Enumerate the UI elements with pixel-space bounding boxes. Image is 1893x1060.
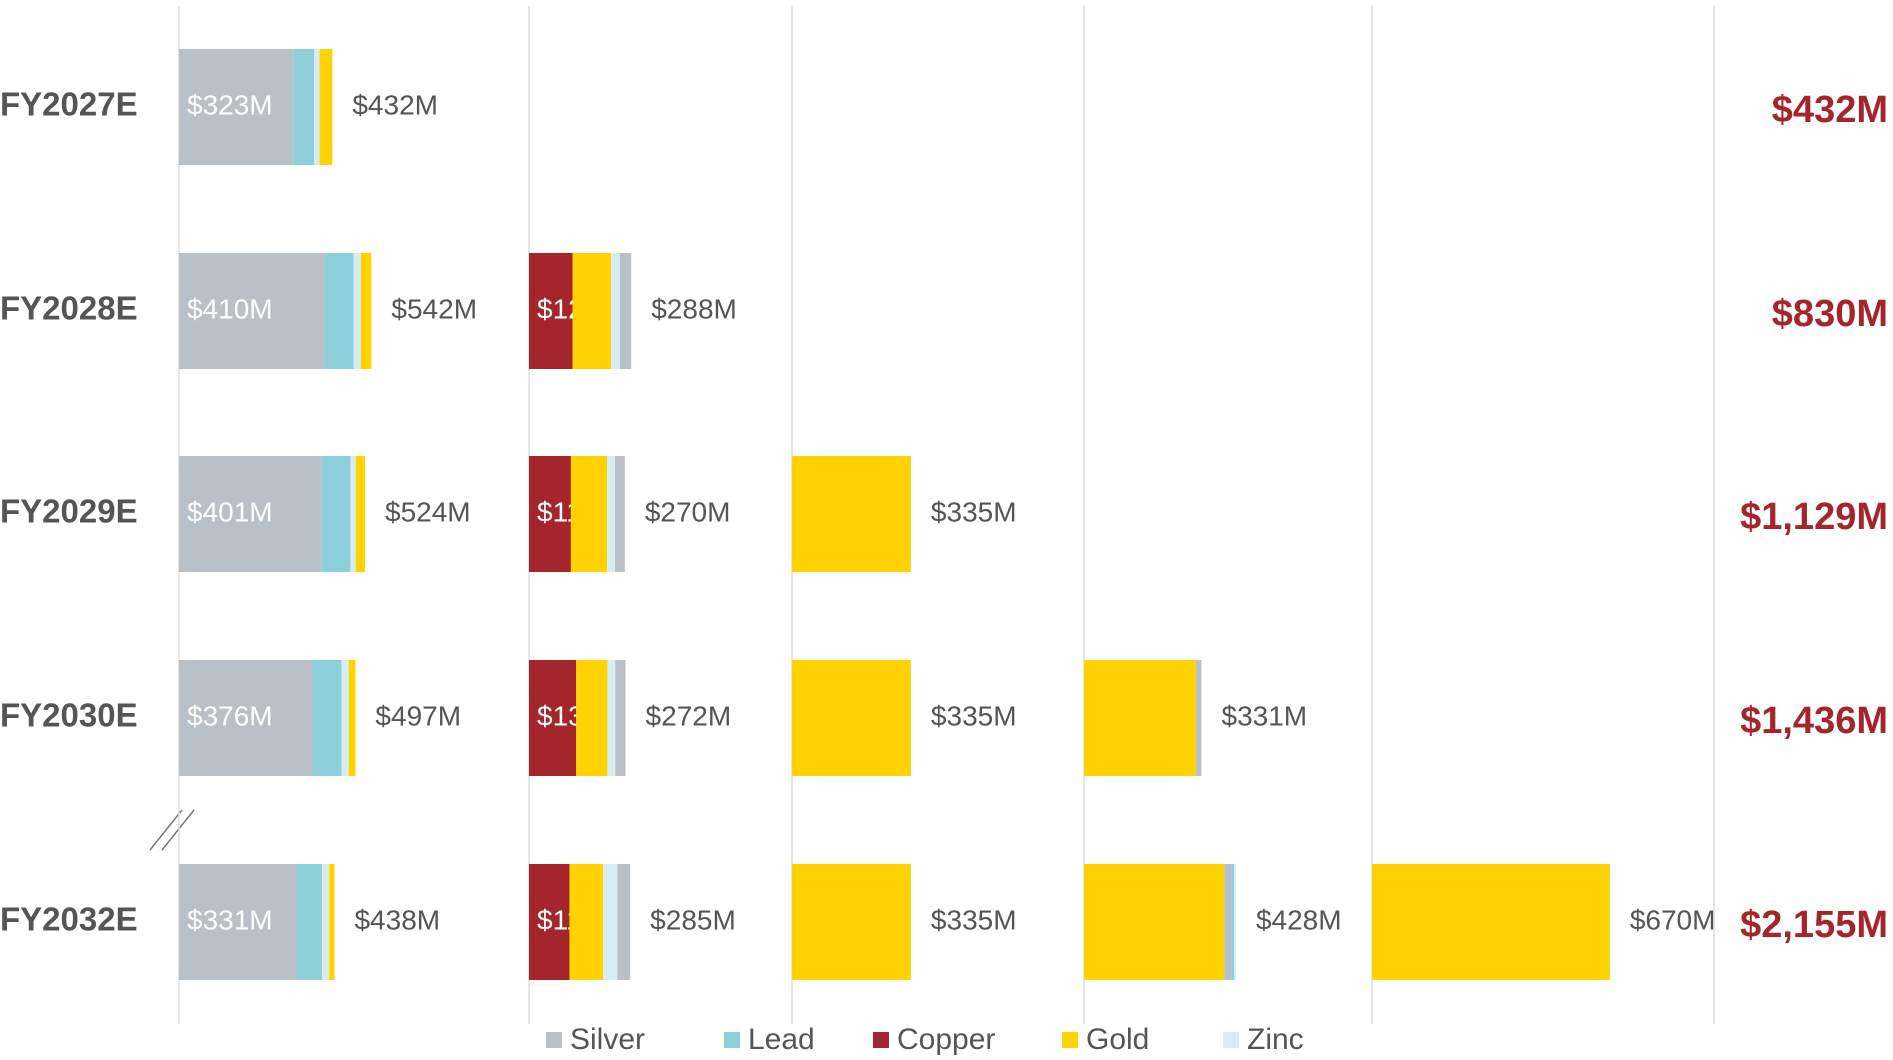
total-label: $497M — [375, 700, 461, 731]
break-line — [149, 809, 183, 851]
total-label: $288M — [651, 293, 737, 324]
bar-segment — [179, 864, 297, 980]
total-label: $331M — [1222, 700, 1308, 731]
bar-segment — [341, 660, 349, 776]
bar-segment — [1372, 864, 1610, 980]
bar-segment — [353, 253, 361, 369]
bar-segment — [319, 49, 333, 165]
total-label: $272M — [646, 700, 732, 731]
bar-segment — [179, 253, 325, 369]
total-label: $670M — [1630, 904, 1716, 935]
bar-segment — [615, 660, 626, 776]
bar-segment — [355, 456, 366, 572]
bar-segment — [329, 864, 335, 980]
total-label: $432M — [352, 89, 438, 120]
total-label: $335M — [931, 496, 1017, 527]
total-label: $335M — [931, 700, 1017, 731]
total-label: $335M — [931, 904, 1017, 935]
bar-segment — [603, 864, 618, 980]
bar-segment — [1234, 864, 1236, 980]
bar-segment — [1195, 660, 1202, 776]
segment-label: $376M — [187, 700, 273, 731]
legend-label: Gold — [1086, 1023, 1149, 1056]
segment-label: $410M — [187, 293, 273, 324]
total-label: $270M — [645, 496, 731, 527]
total-label: $438M — [354, 904, 440, 935]
bar-segment — [1084, 864, 1225, 980]
legend-swatch — [546, 1032, 562, 1048]
bar-segment — [314, 49, 320, 165]
total-label: $524M — [385, 496, 471, 527]
legend-swatch — [873, 1032, 889, 1048]
bar-segment — [293, 49, 315, 165]
grand-total: $432M — [1772, 89, 1888, 131]
bar-segment — [1084, 660, 1196, 776]
bar-segment — [576, 660, 608, 776]
total-label: $428M — [1256, 904, 1342, 935]
bar-segment — [179, 49, 294, 165]
segment-label: $401M — [187, 496, 273, 527]
legend-label: Lead — [748, 1023, 815, 1056]
bar-segment — [321, 456, 351, 572]
bar-segment — [360, 253, 372, 369]
legend-swatch — [1062, 1032, 1078, 1048]
grand-total: $1,436M — [1740, 700, 1888, 742]
grand-total: $830M — [1772, 293, 1888, 335]
bar-segment — [348, 660, 356, 776]
bar-segment — [296, 864, 323, 980]
legend-label: Silver — [570, 1023, 645, 1056]
bar-segment — [1224, 864, 1232, 980]
bar-segment — [529, 253, 573, 369]
bar-segment — [792, 864, 911, 980]
break-line — [161, 809, 195, 851]
bar-segment — [324, 253, 354, 369]
category-label: FY2029E — [0, 493, 138, 530]
category-label: FY2028E — [0, 290, 138, 327]
category-label: FY2030E — [0, 697, 138, 734]
legend-label: Zinc — [1247, 1023, 1304, 1056]
bar-segment — [350, 456, 356, 572]
bar-segment — [529, 660, 577, 776]
bar-segment — [179, 456, 322, 572]
bar-segment — [792, 456, 911, 572]
legend-swatch — [1223, 1032, 1239, 1048]
grand-total: $2,155M — [1740, 904, 1888, 946]
category-label: FY2027E — [0, 86, 138, 123]
bar-segment — [611, 253, 620, 369]
bar-segment — [792, 660, 911, 776]
bar-segment — [1231, 864, 1235, 980]
bar-segment — [614, 456, 625, 572]
segment-label: $323M — [187, 89, 273, 120]
bar-segment — [529, 456, 571, 572]
category-label: FY2032E — [0, 901, 138, 938]
bar-segment — [572, 253, 612, 369]
total-label: $285M — [650, 904, 736, 935]
legend-label: Copper — [897, 1023, 995, 1056]
bar-segment — [322, 864, 330, 980]
total-label: $542M — [391, 293, 477, 324]
bar-segment — [569, 864, 604, 980]
bar-segment — [607, 456, 615, 572]
bar-segment — [607, 660, 616, 776]
bar-segment — [617, 864, 631, 980]
bar-segment — [179, 660, 313, 776]
bar-segment — [529, 864, 570, 980]
bar-segment — [619, 253, 632, 369]
bar-segment — [312, 660, 342, 776]
bar-segment — [570, 456, 608, 572]
grand-total: $1,129M — [1740, 496, 1888, 538]
segment-label: $331M — [187, 904, 273, 935]
axis-break — [149, 809, 195, 851]
legend-swatch — [724, 1032, 740, 1048]
